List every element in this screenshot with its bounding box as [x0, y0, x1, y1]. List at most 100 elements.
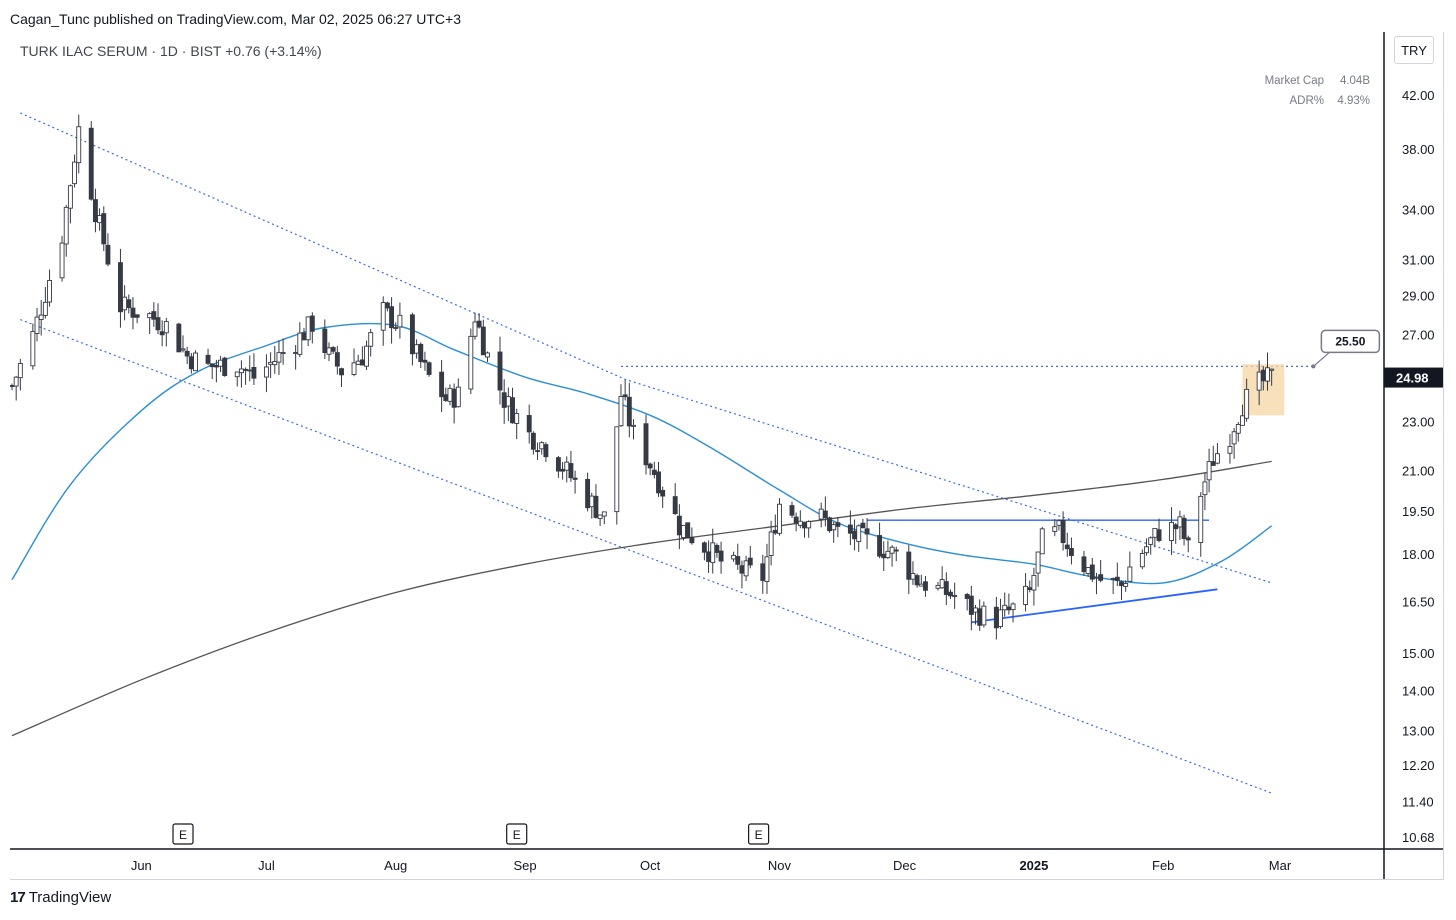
price-chart[interactable]: 25.50 42.00 38.00 34.00 31.00 29.00 27.00 23.0…	[10, 32, 1444, 880]
candle-body[interactable]	[1206, 461, 1212, 481]
candle-body[interactable]	[422, 359, 428, 363]
candle-body[interactable]	[322, 328, 328, 353]
candle-body[interactable]	[847, 524, 853, 534]
candle-body[interactable]	[860, 522, 866, 529]
candle-body[interactable]	[789, 505, 795, 516]
earnings-marker[interactable]	[506, 823, 528, 845]
candle-body[interactable]	[76, 126, 82, 164]
currency-button[interactable]: TRY	[1394, 36, 1434, 64]
candle-body[interactable]	[543, 444, 549, 458]
candle-body[interactable]	[1031, 574, 1037, 591]
candle-body[interactable]	[1235, 424, 1241, 434]
candle-body[interactable]	[764, 556, 770, 582]
candle-body[interactable]	[480, 326, 486, 356]
candle-body[interactable]	[777, 503, 782, 534]
candle-body[interactable]	[685, 522, 691, 539]
candle-body[interactable]	[1148, 537, 1154, 545]
channel-lower-line[interactable]	[20, 319, 1272, 794]
candle-body[interactable]	[885, 550, 891, 559]
candle-body[interactable]	[530, 432, 536, 450]
candle-body[interactable]	[34, 316, 40, 334]
candle-body[interactable]	[718, 550, 724, 562]
candle-body[interactable]	[1156, 529, 1162, 541]
candle-body[interactable]	[263, 366, 269, 378]
candle-body[interactable]	[1240, 415, 1245, 426]
candle-body[interactable]	[877, 535, 883, 557]
candle-body[interactable]	[222, 357, 228, 377]
candle-body[interactable]	[1114, 576, 1120, 581]
candle-body[interactable]	[568, 463, 574, 479]
candle-body[interactable]	[631, 424, 636, 427]
candle-body[interactable]	[472, 321, 478, 337]
candle-body[interactable]	[656, 471, 661, 494]
candle-body[interactable]	[130, 307, 136, 318]
candle-body[interactable]	[535, 450, 541, 453]
candle-body[interactable]	[768, 531, 774, 556]
candle-body[interactable]	[914, 575, 920, 586]
candle-body[interactable]	[13, 376, 19, 387]
candle-body[interactable]	[906, 551, 912, 580]
candle-body[interactable]	[701, 542, 707, 553]
candle-body[interactable]	[1202, 481, 1208, 496]
candle-body[interactable]	[1227, 445, 1233, 454]
candle-body[interactable]	[234, 371, 240, 378]
candle-body[interactable]	[439, 371, 445, 398]
candle-body[interactable]	[59, 242, 65, 279]
candle-body[interactable]	[793, 516, 799, 524]
candle-body[interactable]	[1185, 537, 1191, 541]
candle-body[interactable]	[368, 332, 374, 347]
candle-body[interactable]	[981, 605, 987, 626]
candle-body[interactable]	[1081, 556, 1087, 573]
candle-body[interactable]	[1139, 553, 1145, 568]
candle-body[interactable]	[193, 352, 198, 372]
candle-body[interactable]	[1068, 548, 1074, 556]
candle-body[interactable]	[468, 335, 474, 390]
candle-body[interactable]	[92, 199, 98, 223]
candle-body[interactable]	[1039, 528, 1045, 555]
candle-body[interactable]	[626, 396, 632, 427]
candle-body[interactable]	[1098, 574, 1104, 581]
candle-body[interactable]	[38, 314, 44, 320]
candle-body[interactable]	[1265, 367, 1270, 382]
candle-body[interactable]	[514, 413, 520, 424]
candle-body[interactable]	[618, 396, 624, 427]
candle-body[interactable]	[622, 394, 628, 398]
candle-body[interactable]	[334, 352, 340, 367]
earnings-marker[interactable]	[748, 823, 770, 845]
candle-body[interactable]	[585, 478, 591, 509]
candle-body[interactable]	[297, 332, 303, 355]
candle-body[interactable]	[176, 323, 182, 353]
candle-body[interactable]	[660, 490, 666, 497]
candle-body[interactable]	[747, 557, 753, 566]
candle-body[interactable]	[510, 397, 515, 424]
candle-body[interactable]	[155, 317, 161, 331]
candle-body[interactable]	[409, 314, 415, 355]
candle-body[interactable]	[380, 302, 386, 331]
candle-body[interactable]	[1127, 566, 1133, 582]
candle-body[interactable]	[1052, 526, 1058, 532]
candle-body[interactable]	[67, 185, 73, 209]
candle-body[interactable]	[272, 361, 278, 366]
candle-body[interactable]	[601, 511, 607, 517]
candle-body[interactable]	[42, 301, 48, 316]
candle-body[interactable]	[30, 331, 36, 367]
candle-body[interactable]	[614, 426, 620, 513]
candle-body[interactable]	[397, 314, 403, 328]
callout-box[interactable]	[1320, 329, 1381, 354]
candle-body[interactable]	[893, 549, 899, 552]
candle-body[interactable]	[822, 510, 828, 519]
candle-body[interactable]	[280, 352, 286, 355]
candle-body[interactable]	[943, 581, 949, 595]
candle-body[interactable]	[151, 311, 157, 320]
candle-body[interactable]	[88, 127, 94, 200]
candle-body[interactable]	[485, 352, 490, 358]
candle-body[interactable]	[1198, 495, 1204, 544]
candle-body[interactable]	[339, 368, 344, 376]
candle-body[interactable]	[184, 350, 190, 357]
candle-body[interactable]	[1064, 544, 1070, 550]
candle-body[interactable]	[835, 522, 841, 527]
earnings-marker[interactable]	[172, 823, 194, 845]
candle-body[interactable]	[526, 415, 532, 433]
candle-body[interactable]	[647, 463, 653, 469]
candle-body[interactable]	[643, 423, 649, 466]
